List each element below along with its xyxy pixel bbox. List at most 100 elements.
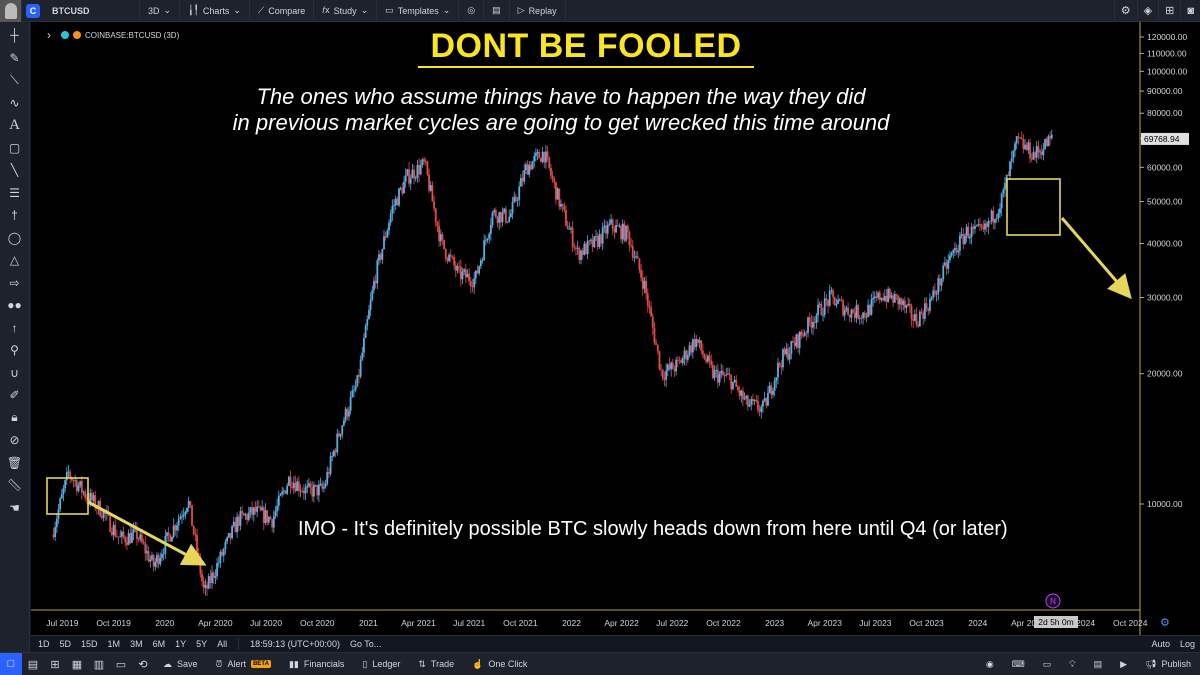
candle-body xyxy=(711,364,714,378)
range-6m[interactable]: 6M xyxy=(152,639,166,649)
interval-dropdown[interactable]: 3D ⌄ xyxy=(140,0,181,22)
axis-settings-icon[interactable]: ⚙ xyxy=(1160,616,1170,629)
user-avatar[interactable] xyxy=(0,0,22,22)
layout-quad-button[interactable]: ▦ xyxy=(66,653,88,675)
snapshot-button[interactable]: ◙ xyxy=(1180,0,1200,22)
layout-grid-button[interactable]: ⊞ xyxy=(44,653,66,675)
trade-button[interactable]: ⇅ Trade xyxy=(409,653,463,675)
candle-body xyxy=(306,485,309,488)
zoom-tool[interactable]: ⚲ xyxy=(1,339,29,362)
trendline-tool[interactable]: ⟍ xyxy=(1,69,29,92)
clock-time[interactable]: 18:59:13 (UTC+00:00) xyxy=(250,639,340,649)
candle-body xyxy=(583,243,586,255)
sync-button[interactable]: ⟲ xyxy=(132,653,154,675)
candle-body xyxy=(752,398,754,402)
goto-button[interactable]: Go To... xyxy=(349,639,382,649)
chevron-right-icon[interactable]: › xyxy=(47,28,51,42)
notes-button[interactable]: ▤ xyxy=(484,0,510,22)
settings-button[interactable]: ⚙ xyxy=(1113,0,1137,22)
range-15d[interactable]: 15D xyxy=(81,639,98,649)
range-5d[interactable]: 5D xyxy=(59,639,72,649)
layout-split-button[interactable]: ▤ xyxy=(22,653,44,675)
annotation-box-2019[interactable] xyxy=(46,477,89,515)
hand-tool[interactable]: ☚ xyxy=(1,497,29,520)
triangle-tool[interactable]: △ xyxy=(1,249,29,272)
range-5y[interactable]: 5Y xyxy=(196,639,208,649)
up-arrow-tool[interactable]: ↑ xyxy=(1,317,29,340)
text-tool[interactable]: A xyxy=(1,114,29,137)
arrow-tool[interactable]: ⇨ xyxy=(1,272,29,295)
layout-triple-button[interactable]: ▥ xyxy=(88,653,110,675)
candle-body xyxy=(570,227,572,229)
compare-button[interactable]: ⟋ Compare xyxy=(250,0,315,22)
publish-button[interactable]: 📢︎ Publish xyxy=(1136,653,1200,675)
ruler-tool[interactable]: 📏︎ xyxy=(1,474,29,497)
ellipse-tool[interactable]: ◯ xyxy=(1,227,29,250)
news-marker-icon[interactable] xyxy=(1045,593,1061,609)
candle-body xyxy=(598,234,601,247)
candle-body xyxy=(1034,152,1036,158)
candle-body xyxy=(192,526,195,535)
delete-tool[interactable]: 🗑︎ xyxy=(1,452,29,475)
candle-body xyxy=(483,240,486,261)
layout-button[interactable]: ⊞ xyxy=(1158,0,1180,22)
ledger-button[interactable]: ▯ Ledger xyxy=(353,653,409,675)
pen-tool[interactable]: ✎ xyxy=(1,47,29,70)
candle-body xyxy=(411,169,414,179)
ray-tool[interactable]: ╲ xyxy=(1,159,29,182)
news-button[interactable]: ▤ xyxy=(1085,653,1112,675)
candle-body xyxy=(374,280,377,284)
log-scale-toggle[interactable]: Log xyxy=(1179,639,1195,649)
templates-button[interactable]: ▭ Templates ⌄ xyxy=(377,0,460,22)
range-1d[interactable]: 1D xyxy=(38,639,50,649)
range-all[interactable]: All xyxy=(217,639,228,649)
charts-button[interactable]: ╽╿ Charts ⌄ xyxy=(180,0,250,22)
hide-tool[interactable]: ⊘ xyxy=(1,429,29,452)
magnet-tool[interactable]: ∪ xyxy=(1,362,29,385)
y-tick-label: 30000.00 xyxy=(1147,293,1183,303)
fib-tool[interactable]: ☰ xyxy=(1,182,29,205)
price-chart[interactable]: 10000.00 20000.00 30000.00 40000.00 50000.00… xyxy=(31,22,1200,635)
idea-button[interactable]: 💡︎ xyxy=(1060,653,1084,675)
candle-body xyxy=(959,235,961,251)
auto-scale-toggle[interactable]: Auto xyxy=(1151,639,1170,649)
video-button[interactable]: ▶ xyxy=(1111,653,1136,675)
discord-button[interactable]: ◉ xyxy=(977,653,1003,675)
candle-body xyxy=(843,310,846,316)
layout-wide-button[interactable]: ▭ xyxy=(110,653,132,675)
save-button[interactable]: ☁ Save xyxy=(154,653,207,675)
candle-body xyxy=(201,573,203,582)
one-click-button[interactable]: ☝ One Click xyxy=(463,653,536,675)
range-1y[interactable]: 1Y xyxy=(175,639,187,649)
measure-tool[interactable]: † xyxy=(1,204,29,227)
candle-body xyxy=(358,375,360,377)
eyes-tool[interactable]: ●● xyxy=(1,294,29,317)
subtitle-line-1: The ones who assume things have to happe… xyxy=(256,84,866,109)
candle-body xyxy=(720,370,723,374)
alert-button[interactable]: ⏰︎ Alert BETA xyxy=(207,653,280,675)
layers-button[interactable]: ◈ xyxy=(1136,0,1158,22)
range-1m[interactable]: 1M xyxy=(107,639,121,649)
comment-button[interactable]: ▭ xyxy=(1034,653,1061,675)
crosshair-tool[interactable]: ┼ xyxy=(1,24,29,47)
study-button[interactable]: 𝑓x Study ⌄ xyxy=(314,0,378,22)
symbol-search-button[interactable]: BTCUSD xyxy=(44,0,140,22)
pencil-tool[interactable]: ✐ xyxy=(1,384,29,407)
annotation-arrow-2019[interactable] xyxy=(87,500,207,566)
range-3m[interactable]: 3M xyxy=(130,639,143,649)
app-logo[interactable]: C xyxy=(22,0,44,22)
instagram-button[interactable]: ◎ xyxy=(459,0,485,22)
annotation-arrow-2024[interactable] xyxy=(1060,217,1132,300)
rectangle-tool[interactable]: ▢ xyxy=(1,137,29,160)
financials-button[interactable]: ▮▮ Financials xyxy=(280,653,353,675)
candle-body xyxy=(917,324,920,327)
chart-pane[interactable]: 10000.00 20000.00 30000.00 40000.00 50000.00… xyxy=(31,22,1200,635)
keyboard-button[interactable]: ⌨ xyxy=(1003,653,1034,675)
pattern-tool[interactable]: ∿ xyxy=(1,92,29,115)
layout-single-button[interactable]: □ xyxy=(0,652,22,675)
candle-body xyxy=(812,321,814,328)
candle-body xyxy=(109,514,112,532)
lock-tool[interactable]: 🔒︎ xyxy=(1,407,29,430)
annotation-box-2024[interactable] xyxy=(1006,178,1061,236)
replay-button[interactable]: ▷ Replay xyxy=(510,0,566,22)
